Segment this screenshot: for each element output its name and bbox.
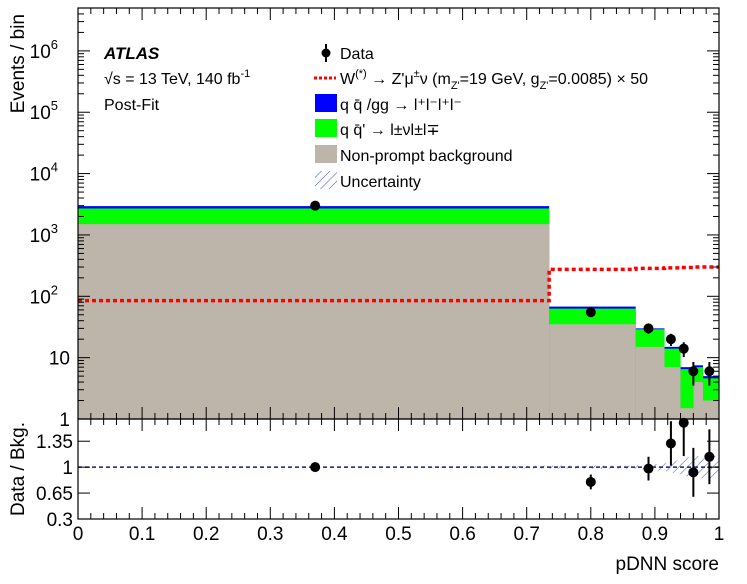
data-point — [310, 200, 321, 211]
uncertainty-band — [398, 456, 719, 479]
ratio-y-axis-label: Data / Bkg. — [8, 422, 29, 516]
x-tick-label: 1 — [714, 524, 725, 545]
postfit-label: Post-Fit — [104, 97, 160, 114]
y-tick-label: 10 — [49, 349, 70, 370]
ratio-point — [643, 463, 654, 474]
ratio-y-tick-label: 1 — [62, 458, 73, 479]
ratio-point — [310, 462, 321, 473]
stack-bar — [635, 346, 665, 419]
ratio-frame — [77, 418, 720, 520]
legend-data-label: Data — [340, 46, 374, 63]
ratio-y-tick-label: 1.35 — [36, 432, 73, 453]
y-tick-label: 104 — [30, 160, 58, 186]
y-tick-label: 106 — [30, 37, 58, 63]
annotations: ATLAS √s = 13 TeV, 140 fb-1 Post-Fit — [103, 44, 250, 114]
x-tick-label: 0.4 — [321, 524, 348, 545]
legend-qqp: q q̄' → l±νl±l∓ — [315, 119, 440, 139]
legend: Data W(*) → Z'μ±ν (mZ'=19 GeV, gZ'=0.008… — [314, 44, 648, 191]
legend-qqp-label: q q̄' → l±νl±l∓ — [340, 122, 440, 139]
y-tick-label: 103 — [30, 221, 58, 247]
stack-bar — [702, 400, 719, 419]
ratio-point — [678, 417, 689, 428]
y-tick-label: 105 — [30, 98, 58, 124]
ratio-point — [665, 438, 676, 449]
ratio-y-tick-label: 0.65 — [36, 484, 73, 505]
legend-unc-label: Uncertainty — [340, 174, 421, 191]
atlas-label: ATLAS — [103, 44, 160, 63]
data-point — [585, 307, 596, 318]
legend-data: Data — [321, 44, 374, 63]
x-axis-label: pDNN score — [616, 554, 719, 575]
legend-signal-label: W(*) → Z'μ±ν (mZ'=19 GeV, gZ'=0.0085) × … — [340, 68, 648, 92]
ratio-y-tick-label: 0.3 — [47, 510, 73, 531]
ratio-point — [688, 467, 699, 478]
data-point — [643, 323, 654, 334]
data-point — [665, 334, 676, 345]
y-tick-label: 1 — [59, 410, 70, 431]
x-tick-label: 0.9 — [642, 524, 668, 545]
stack-bar — [693, 382, 703, 419]
legend-unc: Uncertainty — [315, 171, 421, 191]
x-tick-label: 0 — [73, 524, 84, 545]
energy-lumi-label: √s = 13 TeV, 140 fb-1 — [104, 68, 250, 88]
stack-bar — [680, 408, 694, 419]
legend-nonprompt-label: Non-prompt background — [340, 148, 513, 165]
legend-qqgg-label: q q̄ /gg → l⁺l⁻l⁺l⁻ — [340, 97, 462, 114]
x-tick-label: 0.3 — [257, 524, 283, 545]
data-point — [704, 366, 715, 377]
ratio-point — [704, 451, 715, 462]
data-point — [678, 343, 689, 354]
x-tick-label: 0.8 — [578, 524, 604, 545]
ratio-panel: 0.3 0.65 1 1.35 Data / Bkg. 0 0.1 0.2 0.3 0.4 0.5 0… — [8, 417, 725, 575]
stack-bar — [664, 367, 681, 419]
stack-bar — [680, 369, 694, 419]
x-tick-label: 0.7 — [513, 524, 539, 545]
legend-nonprompt: Non-prompt background — [315, 145, 513, 165]
y-axis-label: Events / bin — [8, 14, 29, 113]
stack-bar — [549, 324, 636, 419]
x-tick-label: 0.2 — [193, 524, 219, 545]
legend-signal: W(*) → Z'μ±ν (mZ'=19 GeV, gZ'=0.0085) × … — [314, 68, 648, 92]
data-point — [688, 366, 699, 377]
x-tick-label: 0.6 — [449, 524, 475, 545]
legend-qqgg: q q̄ /gg → l⁺l⁻l⁺l⁻ — [315, 94, 462, 114]
x-tick-label: 0.1 — [129, 524, 155, 545]
stack-bar — [78, 224, 550, 419]
y-tick-label: 102 — [30, 282, 58, 308]
x-tick-label: 0.5 — [385, 524, 411, 545]
ratio-point — [585, 476, 596, 487]
signal-line — [78, 265, 719, 303]
